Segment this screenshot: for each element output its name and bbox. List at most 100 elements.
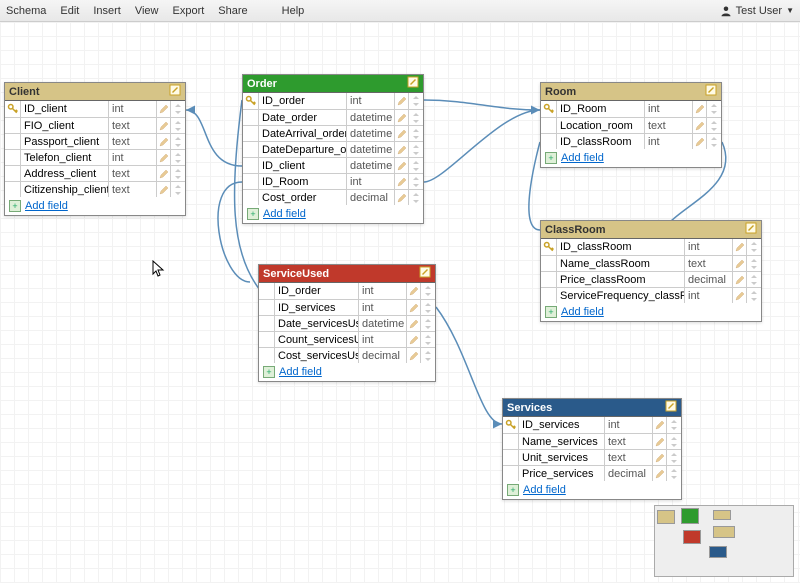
field-row[interactable]: ID_Roomint	[243, 173, 423, 189]
edit-field-icon[interactable]	[157, 166, 171, 181]
reorder-field-icon[interactable]	[747, 272, 761, 287]
table-services[interactable]: ServicesID_servicesintName_servicestextU…	[502, 398, 682, 500]
reorder-field-icon[interactable]	[707, 134, 721, 149]
field-row[interactable]: Address_clienttext	[5, 165, 185, 181]
table-header[interactable]: Services	[503, 399, 681, 417]
edit-field-icon[interactable]	[407, 332, 421, 347]
user-area[interactable]: Test User ▼	[720, 5, 794, 17]
field-row[interactable]: Count_servicesUsedint	[259, 331, 435, 347]
reorder-field-icon[interactable]	[421, 348, 435, 363]
add-field-link[interactable]: Add field	[523, 484, 566, 496]
reorder-field-icon[interactable]	[409, 142, 423, 157]
menu-schema[interactable]: Schema	[6, 5, 46, 17]
edit-field-icon[interactable]	[407, 300, 421, 315]
edit-table-icon[interactable]	[407, 76, 419, 91]
edit-field-icon[interactable]	[407, 283, 421, 299]
field-row[interactable]: Price_classRoomdecimal	[541, 271, 761, 287]
edit-field-icon[interactable]	[157, 182, 171, 197]
edit-table-icon[interactable]	[665, 400, 677, 415]
field-row[interactable]: Name_classRoomtext	[541, 255, 761, 271]
field-row[interactable]: ID_servicesint	[259, 299, 435, 315]
field-row[interactable]: ID_Roomint	[541, 101, 721, 117]
reorder-field-icon[interactable]	[667, 417, 681, 433]
edit-field-icon[interactable]	[407, 348, 421, 363]
reorder-field-icon[interactable]	[667, 466, 681, 481]
edit-field-icon[interactable]	[395, 126, 409, 141]
menu-help[interactable]: Help	[282, 5, 305, 17]
table-header[interactable]: Order	[243, 75, 423, 93]
add-field-link[interactable]: Add field	[25, 200, 68, 212]
add-field-link[interactable]: Add field	[561, 306, 604, 318]
edit-table-icon[interactable]	[745, 222, 757, 237]
edit-field-icon[interactable]	[395, 174, 409, 189]
edit-field-icon[interactable]	[693, 118, 707, 133]
field-row[interactable]: Date_orderdatetime	[243, 109, 423, 125]
field-row[interactable]: DateDeparture_orderdatetime	[243, 141, 423, 157]
edit-table-icon[interactable]	[419, 266, 431, 281]
edit-field-icon[interactable]	[693, 134, 707, 149]
edit-table-icon[interactable]	[169, 84, 181, 99]
table-room[interactable]: RoomID_RoomintLocation_roomtextID_classR…	[540, 82, 722, 168]
reorder-field-icon[interactable]	[171, 182, 185, 197]
table-order[interactable]: OrderID_orderintDate_orderdatetimeDateAr…	[242, 74, 424, 224]
edit-field-icon[interactable]	[693, 101, 707, 117]
table-classroom[interactable]: ClassRoomID_classRoomintName_classRoomte…	[540, 220, 762, 322]
edit-field-icon[interactable]	[733, 239, 747, 255]
reorder-field-icon[interactable]	[171, 101, 185, 117]
reorder-field-icon[interactable]	[747, 288, 761, 303]
edit-field-icon[interactable]	[407, 316, 421, 331]
add-field[interactable]: +Add field	[503, 481, 681, 499]
field-row[interactable]: Date_servicesUseddatetime	[259, 315, 435, 331]
reorder-field-icon[interactable]	[667, 450, 681, 465]
reorder-field-icon[interactable]	[409, 174, 423, 189]
reorder-field-icon[interactable]	[707, 101, 721, 117]
table-header[interactable]: ServiceUsed	[259, 265, 435, 283]
add-field[interactable]: +Add field	[541, 303, 761, 321]
field-row[interactable]: Passport_clienttext	[5, 133, 185, 149]
table-client[interactable]: ClientID_clientintFIO_clienttextPassport…	[4, 82, 186, 216]
reorder-field-icon[interactable]	[421, 332, 435, 347]
add-field-link[interactable]: Add field	[279, 366, 322, 378]
table-header[interactable]: Room	[541, 83, 721, 101]
reorder-field-icon[interactable]	[421, 283, 435, 299]
reorder-field-icon[interactable]	[747, 239, 761, 255]
reorder-field-icon[interactable]	[421, 300, 435, 315]
edit-field-icon[interactable]	[395, 190, 409, 205]
reorder-field-icon[interactable]	[171, 166, 185, 181]
field-row[interactable]: Price_servicesdecimal	[503, 465, 681, 481]
reorder-field-icon[interactable]	[409, 158, 423, 173]
menu-export[interactable]: Export	[173, 5, 205, 17]
add-field[interactable]: +Add field	[243, 205, 423, 223]
field-row[interactable]: ID_classRoomint	[541, 239, 761, 255]
edit-field-icon[interactable]	[395, 110, 409, 125]
table-header[interactable]: ClassRoom	[541, 221, 761, 239]
edit-field-icon[interactable]	[733, 288, 747, 303]
field-row[interactable]: ID_clientint	[5, 101, 185, 117]
edit-field-icon[interactable]	[157, 134, 171, 149]
edit-field-icon[interactable]	[653, 450, 667, 465]
field-row[interactable]: ServiceFrequency_classRoomint	[541, 287, 761, 303]
reorder-field-icon[interactable]	[171, 150, 185, 165]
field-row[interactable]: ID_classRoomint	[541, 133, 721, 149]
reorder-field-icon[interactable]	[747, 256, 761, 271]
menu-insert[interactable]: Insert	[93, 5, 121, 17]
table-serviceused[interactable]: ServiceUsedID_orderintID_servicesintDate…	[258, 264, 436, 382]
field-row[interactable]: FIO_clienttext	[5, 117, 185, 133]
field-row[interactable]: Cost_servicesUseddecimal	[259, 347, 435, 363]
menu-share[interactable]: Share	[218, 5, 247, 17]
field-row[interactable]: ID_clientdatetime	[243, 157, 423, 173]
field-row[interactable]: ID_orderint	[259, 283, 435, 299]
minimap[interactable]	[654, 505, 794, 577]
edit-field-icon[interactable]	[733, 256, 747, 271]
edit-field-icon[interactable]	[395, 93, 409, 109]
edit-field-icon[interactable]	[157, 118, 171, 133]
edit-table-icon[interactable]	[705, 84, 717, 99]
edit-field-icon[interactable]	[653, 466, 667, 481]
add-field-link[interactable]: Add field	[561, 152, 604, 164]
reorder-field-icon[interactable]	[409, 93, 423, 109]
field-row[interactable]: Location_roomtext	[541, 117, 721, 133]
menu-edit[interactable]: Edit	[60, 5, 79, 17]
field-row[interactable]: Citizenship_clienttext	[5, 181, 185, 197]
add-field-link[interactable]: Add field	[263, 208, 306, 220]
reorder-field-icon[interactable]	[409, 110, 423, 125]
